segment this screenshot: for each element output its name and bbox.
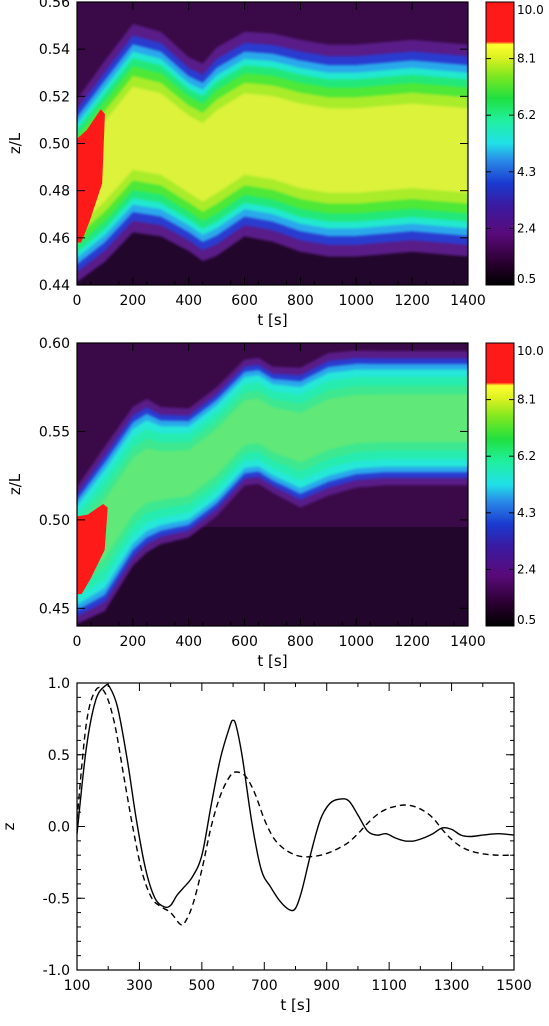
colorbar [485,1,515,286]
heatmap-panel-1: 0 200 400 600 800 1000 1200 1400 0.44 0.46 0.48 0.5… [6,0,544,329]
y-tick-label: 0.55 [39,424,70,440]
y-tick-label: 0.48 [39,184,70,200]
x-tick-label: 600 [231,293,258,309]
x-tick-label: 900 [313,978,340,994]
x-tick-label: 600 [231,634,258,650]
y-tick-label: 0.60 [39,336,70,352]
x-tick-label: 200 [119,634,146,650]
y-tick-label: 0.52 [39,89,70,105]
x-tick-label: 500 [188,978,215,994]
y-tick-label: 0.50 [39,513,70,529]
y-axis-label: z/L [6,473,24,495]
x-tick-label: 200 [119,293,146,309]
heatmap-panel-2: 0 200 400 600 800 1000 1200 1400 0.45 0.50 0.55 0.6… [6,336,544,670]
x-tick-label: 100 [64,978,91,994]
x-tick-label: 300 [126,978,153,994]
heatmap-contour-7 [77,394,468,580]
x-tick-label: 0 [73,293,82,309]
x-tick-label: 1400 [450,634,486,650]
y-tick-label: 0.0 [48,820,70,836]
colorbar-tick-label: 10.0 [517,344,544,358]
colorbar-tick-label: 2.4 [517,221,536,235]
x-tick-label: 1200 [394,634,430,650]
series-line-solid [76,683,515,912]
x-axis-label: t [s] [257,311,287,329]
colorbar-tick-label: 6.2 [517,449,536,463]
colorbar-tick-label: 2.4 [517,562,536,576]
y-tick-label: 0.46 [39,231,70,247]
colorbar-tick-label: 4.3 [517,165,536,179]
y-tick-label: 0.56 [39,0,70,11]
y-tick-label: 0.54 [39,42,70,58]
x-tick-label: 1000 [338,293,374,309]
series-line-dashed [76,686,515,926]
x-tick-label: 400 [175,293,202,309]
colorbar-tick-label: 10.0 [517,3,544,17]
x-tick-label: 1200 [394,293,430,309]
x-tick-label: 1300 [434,978,470,994]
x-axis-label: t [s] [280,996,310,1014]
y-tick-label: -0.5 [43,891,70,907]
colorbar-tick-label: 8.1 [517,393,536,407]
y-tick-label: 0.44 [39,278,70,294]
y-tick-label: 0.5 [48,748,70,764]
x-tick-label: 1100 [371,978,407,994]
y-tick-label: 1.0 [48,676,70,692]
x-tick-label: 400 [175,634,202,650]
y-axis-label: z [0,822,18,830]
x-tick-label: 700 [251,978,278,994]
y-tick-label: -1.0 [43,963,70,979]
colorbar-tick-label: 4.3 [517,506,536,520]
colorbar-tick-label: 8.1 [517,52,536,66]
x-tick-label: 1000 [338,634,374,650]
y-tick-label: 0.50 [39,137,70,153]
plot-frame [76,342,469,627]
x-axis-label: t [s] [257,652,287,670]
heatmap-hot-region [77,109,105,243]
x-tick-label: 0 [73,634,82,650]
colorbar [485,342,515,627]
x-tick-label: 1400 [450,293,486,309]
heatmap-hot-region [77,503,108,595]
y-tick-label: 0.45 [39,601,70,617]
line-chart-panel: 100 300 500 700 900 1100 1300 1500 -1.0 -0.5 0.0 0.… [0,676,532,1014]
x-tick-label: 800 [287,634,314,650]
colorbar-tick-label: 0.5 [517,613,536,627]
colorbar-tick-label: 0.5 [517,272,536,286]
colorbar-tick-label: 6.2 [517,108,536,122]
plot-frame [76,682,515,971]
x-tick-label: 1500 [496,978,532,994]
x-tick-label: 800 [287,293,314,309]
y-axis-label: z/L [6,132,24,154]
heatmap-contour-8 [77,86,468,228]
